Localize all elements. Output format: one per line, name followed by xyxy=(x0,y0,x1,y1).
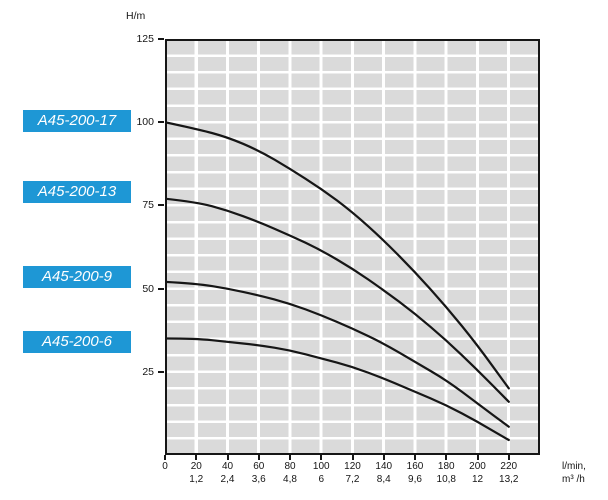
x-tick-label-m3h-2,4: 2,4 xyxy=(220,474,235,485)
x-tick-label-lmin-140: 140 xyxy=(375,461,393,472)
y-tick-mark-50 xyxy=(158,287,164,290)
y-tick-mark-125 xyxy=(158,38,164,40)
curve-a45-200-13 xyxy=(165,197,510,403)
x-tick-label-lmin-120: 120 xyxy=(344,461,361,472)
pump-curves-svg xyxy=(165,121,510,442)
x-tick-mark-120 xyxy=(351,455,354,460)
x-tick-label-m3h-4,8: 4,8 xyxy=(283,474,297,485)
y-tick-label-125: 125 xyxy=(136,33,154,45)
x-tick-label-lmin-220: 220 xyxy=(500,461,518,472)
x-tick-label-lmin-20: 20 xyxy=(190,461,202,472)
series-label-a45-200-6: A45-200-6 xyxy=(23,331,131,353)
x-tick-label-m3h-6: 6 xyxy=(318,474,325,485)
series-label-a45-200-13: A45-200-13 xyxy=(23,181,131,203)
y-tick-label-50: 50 xyxy=(142,282,154,295)
x-tick-mark-60 xyxy=(257,455,260,460)
curve-a45-200-6 xyxy=(165,337,510,442)
curve-a45-200-17 xyxy=(165,121,510,390)
x-tick-label-lmin-180: 180 xyxy=(437,461,455,472)
x-tick-label-m3h-8,4: 8,4 xyxy=(376,474,391,485)
y-tick-label-100: 100 xyxy=(136,116,154,129)
x-tick-mark-80 xyxy=(289,455,291,460)
x-tick-label-m3h-12: 12 xyxy=(471,474,484,485)
y-tick-mark-75 xyxy=(158,204,164,207)
x-tick-label-lmin-0: 0 xyxy=(162,461,168,472)
x-tick-mark-160 xyxy=(414,455,416,460)
y-axis-unit-label: H/m xyxy=(126,10,146,22)
x-tick-mark-140 xyxy=(382,455,385,460)
plot-area xyxy=(165,39,540,455)
x-tick-label-lmin-40: 40 xyxy=(221,461,234,472)
x-tick-mark-40 xyxy=(226,455,229,460)
x-tick-mark-200 xyxy=(476,455,479,460)
x-tick-mark-100 xyxy=(320,455,323,460)
series-label-a45-200-9: A45-200-9 xyxy=(23,266,131,288)
x-tick-label-lmin-160: 160 xyxy=(406,461,424,472)
y-tick-label-25: 25 xyxy=(142,365,154,378)
x-tick-mark-0 xyxy=(164,455,166,460)
x-unit-lmin: l/min, xyxy=(562,461,586,472)
y-tick-mark-25 xyxy=(158,370,164,373)
series-label-a45-200-17: A45-200-17 xyxy=(23,110,131,132)
x-tick-mark-20 xyxy=(195,455,198,460)
x-unit-m3h: m³ /h xyxy=(562,474,585,485)
x-tick-label-lmin-80: 80 xyxy=(284,461,296,472)
x-tick-label-m3h-3,6: 3,6 xyxy=(251,474,266,485)
x-tick-label-lmin-100: 100 xyxy=(312,461,330,472)
y-tick-mark-100 xyxy=(158,121,164,124)
curve-a45-200-9 xyxy=(165,280,510,428)
x-tick-mark-220 xyxy=(507,455,510,460)
x-tick-label-m3h-13,2: 13,2 xyxy=(499,474,519,485)
x-tick-label-m3h-7,2: 7,2 xyxy=(345,474,360,485)
y-tick-label-75: 75 xyxy=(142,199,154,212)
x-tick-mark-180 xyxy=(445,455,448,460)
x-axis-unit-labels: l/min, m³ /h xyxy=(562,460,586,486)
x-tick-label-m3h-1,2: 1,2 xyxy=(189,474,204,485)
x-tick-label-m3h-9,6: 9,6 xyxy=(408,474,422,485)
x-tick-label-lmin-200: 200 xyxy=(469,461,486,472)
x-tick-label-m3h-10,8: 10,8 xyxy=(436,474,456,485)
x-tick-label-lmin-60: 60 xyxy=(253,461,265,472)
